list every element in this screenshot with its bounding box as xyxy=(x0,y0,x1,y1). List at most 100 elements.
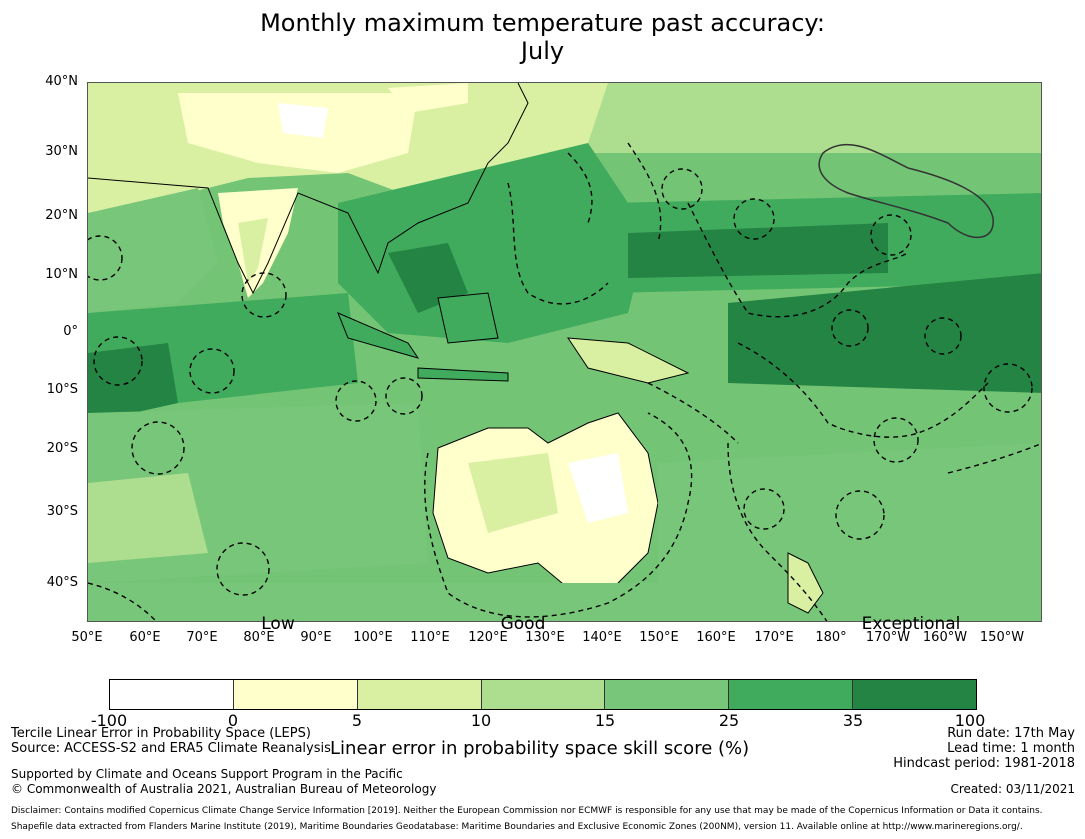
eez-circle xyxy=(335,380,377,422)
colorbar-segment xyxy=(605,680,730,709)
eez-circle xyxy=(93,336,143,386)
eez-circle xyxy=(983,363,1033,413)
south-pacific xyxy=(658,443,1041,621)
south-china-sea-dark xyxy=(388,243,468,313)
west-io-dark xyxy=(88,343,178,423)
japan-eez xyxy=(627,142,662,244)
skill-map xyxy=(87,82,1042,622)
support-label: Supported by Climate and Oceans Support … xyxy=(11,767,403,781)
colorbar-segment xyxy=(110,680,234,709)
eez-circle xyxy=(831,309,869,347)
colorbar-tick: 100 xyxy=(954,711,986,730)
eez-circle xyxy=(661,168,703,210)
colorbar-segment xyxy=(357,680,482,709)
created-date: Created: 03/11/2021 xyxy=(950,782,1075,796)
lead-time: Lead time: 1 month xyxy=(947,741,1075,756)
lon-label: 90°E xyxy=(300,630,332,645)
lat-label-20n: 20°N xyxy=(45,208,78,223)
eez-circle xyxy=(835,490,885,540)
lat-label-40n: 40°N xyxy=(45,74,78,89)
philippines-eez xyxy=(507,182,609,305)
china-pale xyxy=(388,83,468,113)
method-label: Tercile Linear Error in Probability Spac… xyxy=(11,726,311,741)
source-label: Source: ACCESS-S2 and ERA5 Climate Reana… xyxy=(11,741,331,756)
colorbar-tick: 15 xyxy=(594,711,616,730)
lon-label: 170°W xyxy=(865,630,911,645)
lon-label: 130°E xyxy=(525,630,565,645)
lat-label-30n: 30°N xyxy=(45,144,78,159)
borneo xyxy=(437,292,499,344)
eez-circle xyxy=(189,348,235,394)
lon-label: 50°E xyxy=(71,630,103,645)
colorbar-segment xyxy=(481,680,606,709)
asia-coastline xyxy=(88,83,529,295)
lon-label: 160°W xyxy=(922,630,968,645)
colorbar-title: Linear error in probability space skill … xyxy=(330,738,750,759)
taiwan-eez xyxy=(567,152,593,224)
southern-eez xyxy=(88,582,157,621)
colorbar xyxy=(109,679,977,710)
lat-label-20s: 20°S xyxy=(46,441,78,456)
lon-label: 120°E xyxy=(468,630,508,645)
category-good: Good xyxy=(500,614,546,634)
southern-ocean xyxy=(88,583,658,621)
central-pacific-dark xyxy=(728,273,1041,393)
east-pacific-eez xyxy=(947,443,1041,474)
colorbar-tick: 10 xyxy=(470,711,492,730)
colorbar-tick: 0 xyxy=(227,711,239,730)
eez-circle xyxy=(241,272,287,318)
eez-circle xyxy=(385,377,423,415)
lon-label: 150°E xyxy=(639,630,679,645)
colorbar-segment xyxy=(853,680,977,709)
lon-label: 60°E xyxy=(129,630,161,645)
colorbar-tick: 5 xyxy=(351,711,363,730)
eez-circle xyxy=(870,214,912,256)
new-guinea xyxy=(567,337,690,384)
disclaimer-copernicus: Disclaimer: Contains modified Copernicus… xyxy=(11,806,1043,816)
lon-label: 140°E xyxy=(582,630,622,645)
eez-circle xyxy=(88,235,123,281)
lat-label-10n: 10°N xyxy=(45,267,78,282)
lon-label: 160°E xyxy=(696,630,736,645)
map-title: Monthly maximum temperature past accurac… xyxy=(260,9,825,37)
lat-label-40s: 40°S xyxy=(46,575,78,590)
nz-eez xyxy=(727,442,828,621)
tibet-white xyxy=(278,103,328,138)
lon-label: 100°E xyxy=(353,630,393,645)
lat-label-0: 0° xyxy=(63,324,78,339)
hawaii-eez xyxy=(818,143,994,239)
colorbar-tick: -100 xyxy=(90,711,128,730)
hindcast-period: Hindcast period: 1981-2018 xyxy=(893,756,1075,771)
lon-label: 80°E xyxy=(243,630,275,645)
skill-map-canvas xyxy=(88,83,1041,621)
copyright-label: © Commonwealth of Australia 2021, Austra… xyxy=(11,782,437,796)
disclaimer-shapefile: Shapefile data extracted from Flanders M… xyxy=(11,822,1023,832)
map-subtitle-month: July xyxy=(520,37,565,65)
colorbar-segment xyxy=(729,680,854,709)
colorbar-tick: 25 xyxy=(718,711,740,730)
lon-label: 180° xyxy=(815,630,847,645)
new-zealand xyxy=(787,552,824,614)
eez-boundaries xyxy=(88,142,1041,621)
eez-circle xyxy=(131,421,185,475)
eez-circle xyxy=(733,198,775,240)
eez-circle xyxy=(924,317,962,355)
lon-label: 110°E xyxy=(410,630,450,645)
arabian-sea xyxy=(88,188,218,313)
colorbar-segment xyxy=(233,680,358,709)
west-pacific-dark xyxy=(628,223,888,278)
australia-inner xyxy=(468,453,558,533)
india-inner xyxy=(238,218,268,283)
pacific-eez xyxy=(687,202,909,318)
lat-label-10s: 10°S xyxy=(46,382,78,397)
australia-white-patch xyxy=(568,453,628,523)
run-date: Run date: 17th May xyxy=(947,726,1075,741)
colorbar-tick: 35 xyxy=(842,711,864,730)
sio-light xyxy=(88,473,208,563)
eez-circle xyxy=(873,417,919,463)
lat-label-30s: 30°S xyxy=(46,504,78,519)
lon-label: 170°E xyxy=(754,630,794,645)
lon-label: 150°W xyxy=(979,630,1025,645)
java xyxy=(417,367,509,382)
png-eez xyxy=(647,382,739,444)
